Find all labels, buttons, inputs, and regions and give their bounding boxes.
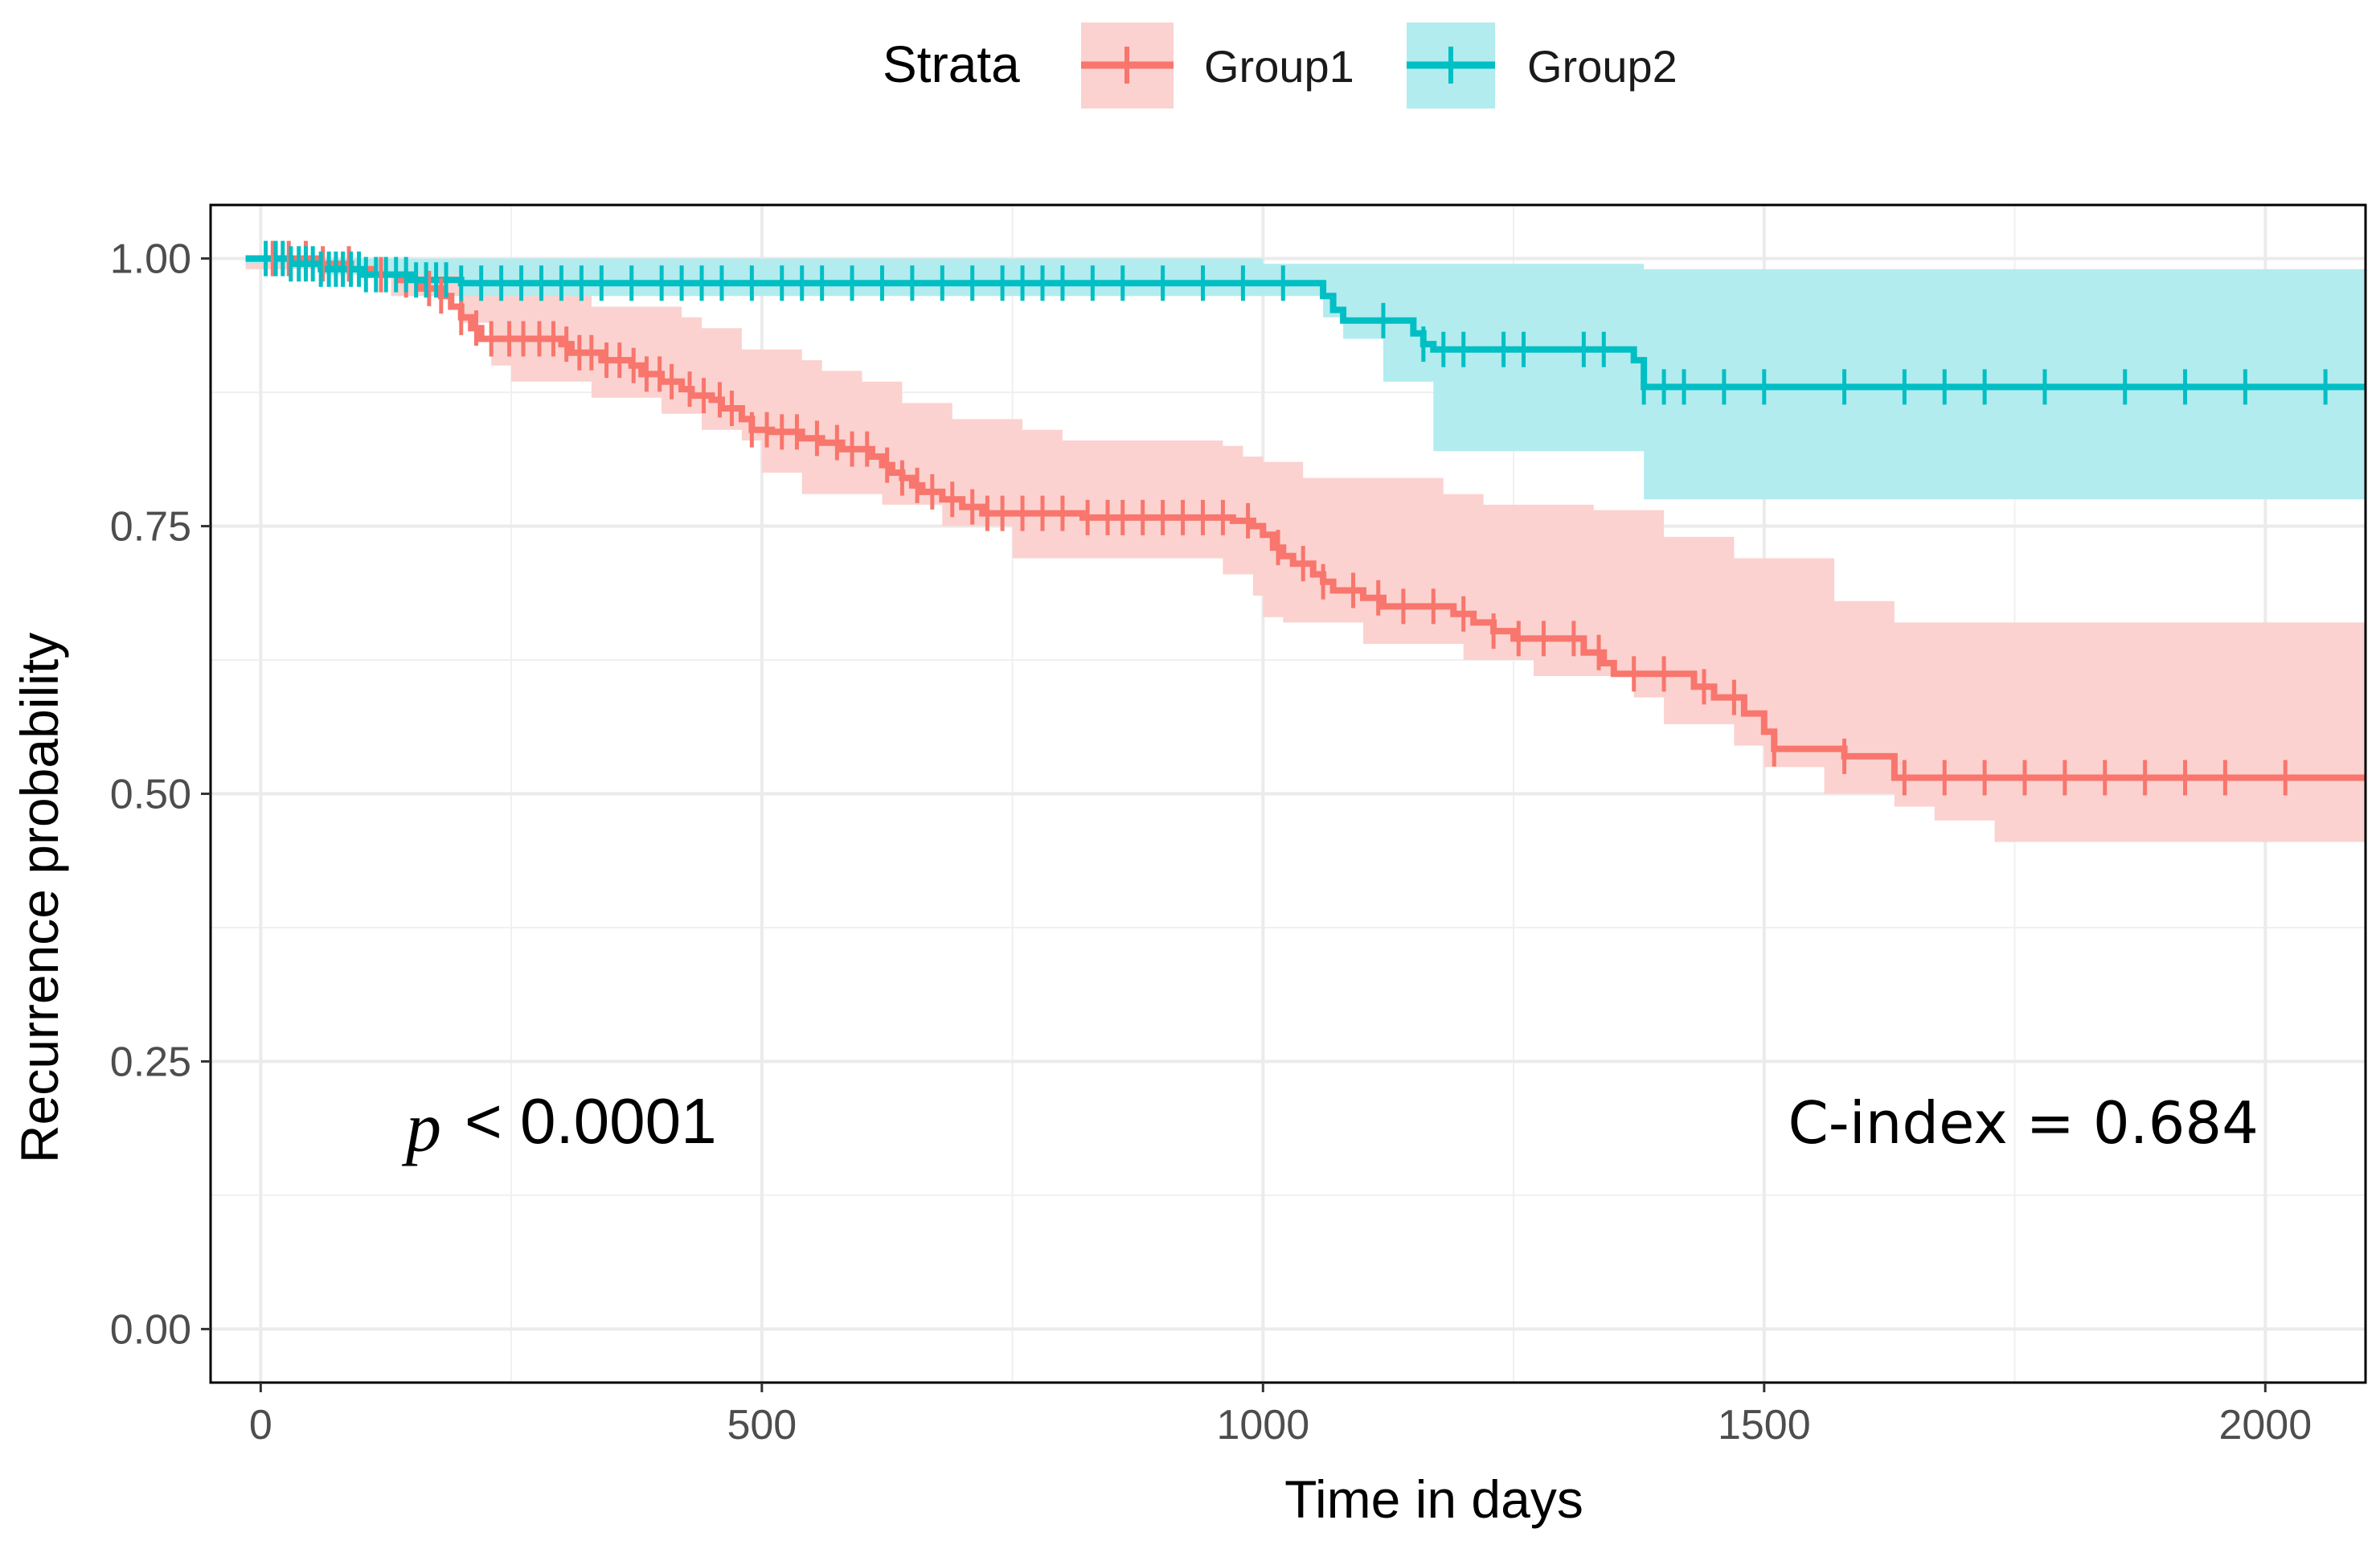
x-tick-label: 0 — [249, 1402, 272, 1449]
p-value-text: < 0.0001 — [465, 1085, 717, 1157]
y-tick-label: 0.25 — [110, 1039, 191, 1085]
legend-label-group1: Group1 — [1204, 41, 1354, 92]
group1-curve — [245, 255, 2366, 781]
legend: Strata Group1 Group2 — [883, 23, 1677, 109]
censor-marks — [264, 240, 2328, 796]
p-value-annotation: p < 0.0001 — [401, 1085, 717, 1167]
x-axis-label: Time in days — [1284, 1469, 1583, 1529]
p-symbol: p — [401, 1089, 441, 1167]
y-tick-label: 0.75 — [110, 504, 191, 551]
legend-title: Strata — [883, 35, 1020, 93]
x-tick-label: 1000 — [1216, 1402, 1309, 1449]
legend-label-group2: Group2 — [1527, 41, 1677, 92]
group2-curve — [245, 255, 2366, 391]
confidence-bands — [245, 258, 2366, 842]
x-axis-ticks: 0 500 1000 1500 2000 — [249, 1383, 2312, 1449]
y-axis-ticks: 0.00 0.25 0.50 0.75 1.00 — [110, 236, 211, 1353]
y-tick-label: 0.00 — [110, 1306, 191, 1353]
x-tick-label: 2000 — [2218, 1402, 2312, 1449]
y-axis-label: Recurrence probability — [10, 633, 69, 1163]
y-tick-label: 1.00 — [110, 236, 191, 283]
c-index-annotation: C-index = 0.684 — [1788, 1089, 2259, 1157]
y-tick-label: 0.50 — [110, 772, 191, 818]
group1-confidence-band — [245, 258, 2366, 842]
group2-confidence-band — [245, 258, 2366, 500]
x-tick-label: 1500 — [1718, 1402, 1811, 1449]
survival-curves — [245, 255, 2366, 781]
x-tick-label: 500 — [727, 1402, 797, 1449]
